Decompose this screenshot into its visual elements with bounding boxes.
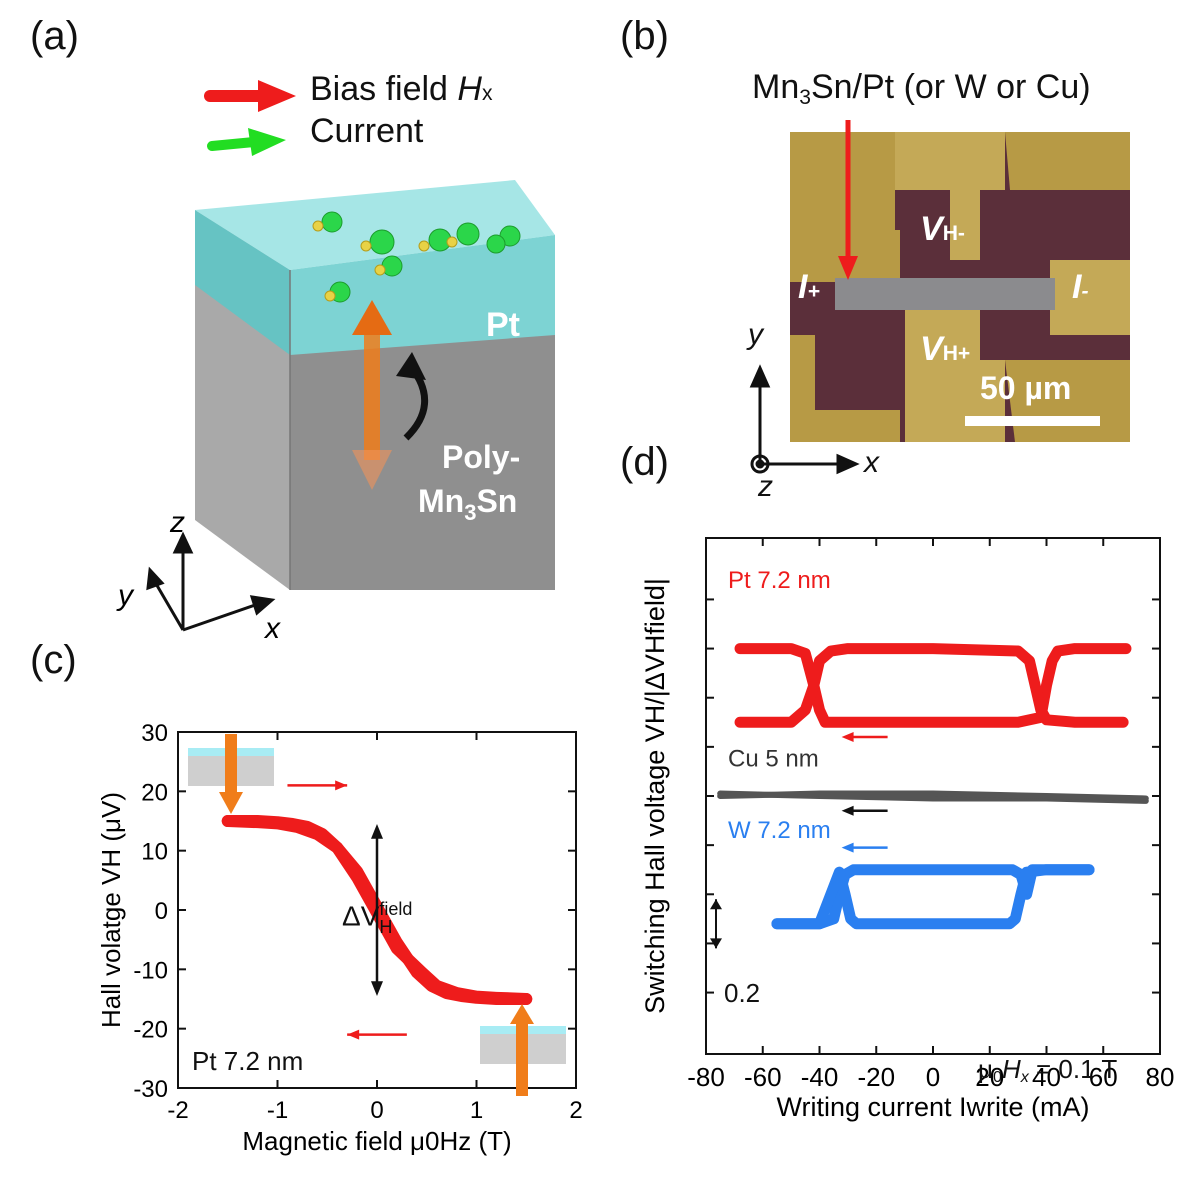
delta-v-label: ΔV field H [342,899,413,937]
x-tick-label: 2 [569,1097,582,1124]
legend-current: Current [310,112,424,150]
field-annotation: μ0Hx = 0.1 T [978,1054,1118,1086]
label-vh-plus: VH+ [920,330,971,368]
x-tick-label: 1 [470,1097,483,1124]
axes-icon [749,364,860,475]
current-arrow-icon [207,128,286,156]
axis-z-label-b: z [758,470,773,503]
x-tick-label: -40 [801,1062,839,1092]
y-tick-label: -10 [133,957,168,984]
y-tick-label: -30 [133,1076,168,1103]
pt-direction-arrow-icon-head [841,732,854,743]
delta-arrow-head-down [371,981,383,997]
w-direction-arrow-icon-head [841,842,854,853]
mn3sn-label-line2: Mn3Sn [418,483,517,525]
switching-hall-chart: -80 -60 -40 -20 0 20 40 60 80 Writing current Iwr… [640,537,1175,1122]
panel-label-a: (a) [30,14,79,58]
panel-label-b: (b) [620,14,669,58]
x-tick-label: -1 [267,1097,288,1124]
series-1-backward [717,790,1149,802]
inset-down-icon-arrow [225,734,237,794]
x-tick-label: -80 [687,1062,725,1092]
y-axis-label: Hall volatge VH (μV) [96,792,126,1028]
panel-b-title: Mn3Sn/Pt (or W or Cu) [752,68,1091,109]
inset-up-icon-arrow [516,1022,528,1096]
series-0-backward [734,643,1129,728]
series-line-down [221,815,533,1005]
inset-down-icon-arrow-head [219,792,243,814]
x-tick-label: -20 [857,1062,895,1092]
mn3sn-label-line1: Poly- [442,439,520,475]
cu-direction-arrow-icon-head [841,805,854,816]
x-tick-label: 80 [1146,1062,1175,1092]
scale-bar-label: 50 µm [980,370,1072,406]
x-tick-label: -2 [167,1097,188,1124]
series-label-w: W 7.2 nm [728,817,831,844]
axes-icon [146,531,276,632]
axis-x-label: x [263,612,281,640]
series-label-cu: Cu 5 nm [728,746,819,773]
y-tick-label: 20 [141,779,168,806]
x-axis-label: Magnetic field μ0Hz (T) [242,1126,511,1156]
inset-up-icon-arrow-head [510,1004,534,1024]
y-tick-label: -20 [133,1017,168,1044]
label-i-plus: I+ [798,268,820,306]
x-axis-label: Writing current Iwrite (mA) [776,1092,1089,1122]
label-vh-minus: VH- [920,210,965,248]
x-tick-label: 40 [1032,1062,1061,1092]
scale-bar-head-top [710,899,722,910]
bias-field-arrow-icon [204,80,296,112]
series-label-pt: Pt 7.2 nm [728,567,831,594]
y-axis-label: Switching Hall voltage VH/|ΔVHfield| [640,578,670,1014]
scale-bar-head-bottom [710,938,722,949]
pt-layer-label: Pt [486,306,520,344]
panel-a-illustration: Pt Poly- Mn3Sn z y x [116,80,555,640]
x-tick-label: 0 [370,1097,383,1124]
x-tick-label: 20 [975,1062,1004,1092]
delta-arrow-head-up [371,823,383,839]
axis-z-label: z [169,506,185,539]
chart-c-annotation: Pt 7.2 nm [192,1046,304,1076]
axis-y-label: y [116,579,135,612]
x-tick-label: -60 [744,1062,782,1092]
y-tick-label: 0 [155,898,168,925]
series-2-backward [771,864,1095,930]
axis-y-label-b: y [748,318,763,351]
x-tick-label: 60 [1089,1062,1118,1092]
panel-label-d: (d) [620,440,669,484]
sweep-up-arrow-icon-head [335,780,348,791]
sweep-down-arrow-icon-head [347,1029,360,1040]
legend-bias-field: Bias field Hx [310,70,493,108]
y-tick-label: 10 [141,839,168,866]
series-0-forward [734,643,1132,728]
axis-x-label-b: x [864,446,879,479]
y-tick-label: 30 [141,720,168,747]
label-i-minus: I- [1072,268,1089,306]
magnetization-arrow-icon [352,300,392,490]
x-tick-label: 0 [926,1062,940,1092]
panel-b-micrograph [749,120,1130,475]
spin-current-icon [321,211,521,303]
scale-bar-0-2: 0.2 [724,978,761,1008]
panel-label-c: (c) [30,638,77,682]
